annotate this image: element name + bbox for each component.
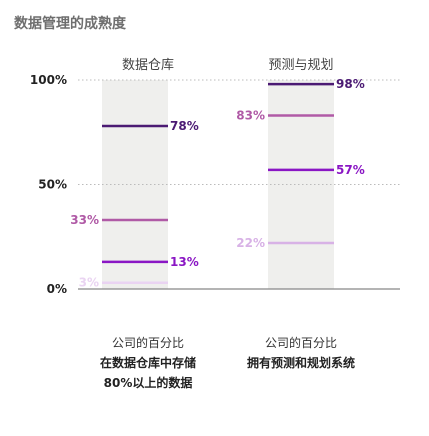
marker-label-0-33%: 33% <box>70 213 99 227</box>
y-tick-label-100%: 100% <box>30 73 67 87</box>
column-background-1 <box>268 80 334 289</box>
y-tick-label-50%: 50% <box>38 178 67 192</box>
caption-forecast: 公司的百分比 拥有预测和规划系统 <box>226 333 376 373</box>
column-title-forecast: 预测与规划 <box>268 58 334 73</box>
caption-warehouse-line1: 公司的百分比 <box>111 336 184 350</box>
caption-warehouse-line2: 在数据仓库中存储80%以上的数据 <box>99 356 196 390</box>
marker-label-1-83%: 83% <box>236 109 265 123</box>
marker-label-0-13%: 13% <box>170 255 199 269</box>
y-tick-label-0%: 0% <box>47 282 67 296</box>
caption-forecast-line1: 公司的百分比 <box>264 336 337 350</box>
column-title-warehouse: 数据仓库 <box>121 58 174 73</box>
marker-label-1-57%: 57% <box>336 163 365 177</box>
marker-label-1-22%: 22% <box>236 236 265 250</box>
marker-label-0-3%: 3% <box>79 276 99 290</box>
caption-forecast-line2: 拥有预测和规划系统 <box>246 356 355 370</box>
caption-warehouse: 公司的百分比 在数据仓库中存储80%以上的数据 <box>73 333 223 393</box>
page-title: 数据管理的成熟度 <box>14 16 126 32</box>
marker-label-1-98%: 98% <box>336 77 365 91</box>
marker-label-0-78%: 78% <box>170 119 199 133</box>
